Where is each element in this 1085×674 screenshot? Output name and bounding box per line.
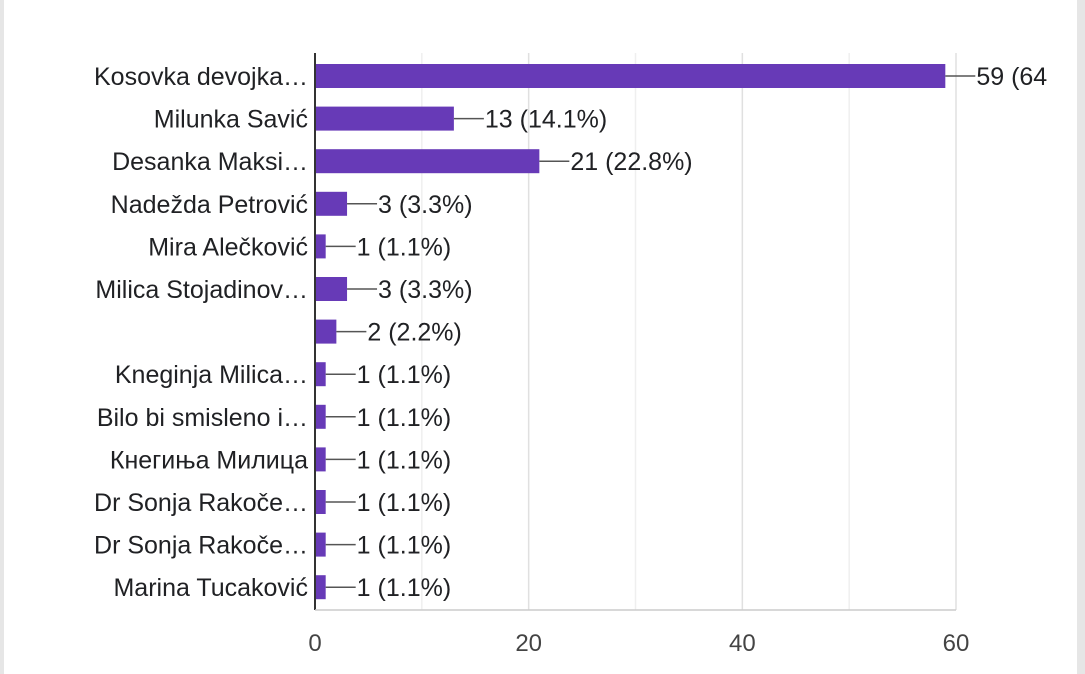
category-label-4: Mira Alečković xyxy=(148,233,308,261)
data-label-1: 13 (14.1%) xyxy=(485,106,607,134)
category-label-5: Milica Stojadinov… xyxy=(95,276,308,304)
bars xyxy=(316,64,946,600)
bar-4[interactable] xyxy=(316,234,326,259)
bar-0[interactable] xyxy=(316,64,946,88)
category-label-11: Dr Sonja Rakoče… xyxy=(94,532,308,560)
grid-lines xyxy=(421,53,957,610)
data-label-9: 1 (1.1%) xyxy=(357,446,451,474)
category-label-10: Dr Sonja Rakoče… xyxy=(94,489,308,517)
bar-10[interactable] xyxy=(316,490,326,514)
category-label-7: Kneginja Milica… xyxy=(115,361,308,389)
data-label-7: 1 (1.1%) xyxy=(357,361,451,389)
category-label-12: Marina Tucaković xyxy=(113,574,308,602)
category-label-8: Bilo bi smisleno i… xyxy=(97,404,308,432)
bar-3[interactable] xyxy=(316,191,348,216)
bar-1[interactable] xyxy=(316,106,454,131)
x-tick-label-40: 40 xyxy=(729,630,756,657)
data-label-11: 1 (1.1%) xyxy=(357,532,451,560)
data-label-4: 1 (1.1%) xyxy=(357,233,451,261)
bar-2[interactable] xyxy=(316,149,540,174)
category-label-1: Milunka Savić xyxy=(154,106,308,134)
data-label-5: 3 (3.3%) xyxy=(378,276,472,304)
category-label-9: Кнегиња Милица xyxy=(110,446,308,474)
data-label-8: 1 (1.1%) xyxy=(357,404,451,432)
bar-5[interactable] xyxy=(316,277,348,301)
bar-chart: Kosovka devojka… Milunka Savić Desanka Mak… xyxy=(94,53,1047,657)
axes xyxy=(314,53,956,611)
category-label-0: Kosovka devojka… xyxy=(94,63,308,91)
data-label-10: 1 (1.1%) xyxy=(357,489,451,517)
data-label-6: 2 (2.2%) xyxy=(367,319,461,347)
category-label-2: Desanka Maksi… xyxy=(112,148,308,176)
data-label-12: 1 (1.1%) xyxy=(357,574,451,602)
bar-8[interactable] xyxy=(316,404,326,429)
x-tick-labels: 0 20 40 60 xyxy=(308,630,969,657)
category-labels: Kosovka devojka… Milunka Savić Desanka Mak… xyxy=(94,63,308,602)
data-labels: 59 (64 13 (14.1%) 21 (22.8%) 3 (3.3%) 1 (1.1… xyxy=(325,63,1047,602)
bar-7[interactable] xyxy=(316,362,326,387)
category-label-3: Nadežda Petrović xyxy=(111,191,308,219)
data-label-0: 59 (64 xyxy=(976,63,1047,91)
x-tick-label-20: 20 xyxy=(515,630,542,657)
data-label-3: 3 (3.3%) xyxy=(378,191,472,219)
bar-12[interactable] xyxy=(316,575,326,600)
x-tick-label-0: 0 xyxy=(308,630,321,657)
data-label-2: 21 (22.8%) xyxy=(570,148,692,176)
bar-6[interactable] xyxy=(316,319,337,344)
bar-9[interactable] xyxy=(316,447,326,472)
bar-11[interactable] xyxy=(316,532,326,557)
x-tick-label-60: 60 xyxy=(943,630,970,657)
